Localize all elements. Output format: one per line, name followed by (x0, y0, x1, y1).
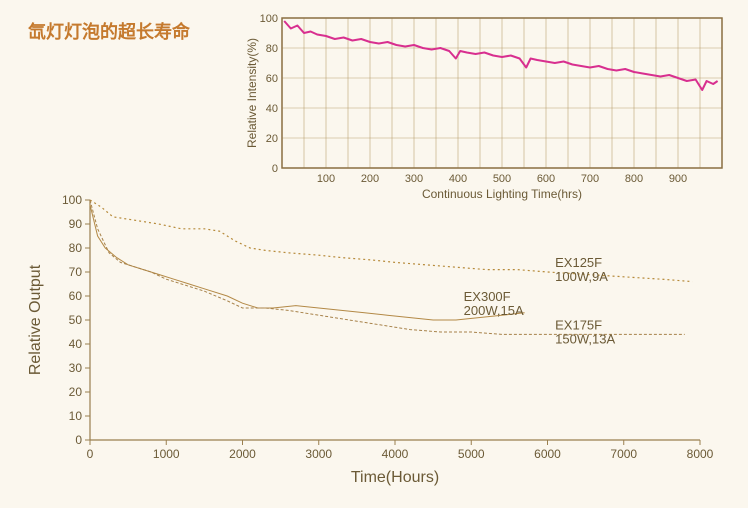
inset-x-tick: 900 (669, 173, 687, 185)
inset-y-tick: 40 (266, 103, 278, 115)
inset-x-tick: 500 (493, 173, 511, 185)
inset-y-tick: 0 (272, 163, 278, 175)
inset-y-tick: 60 (266, 73, 278, 85)
inset-x-tick: 400 (449, 173, 467, 185)
inset-x-tick: 300 (405, 173, 423, 185)
inset-y-tick: 20 (266, 133, 278, 145)
inset-x-tick: 700 (581, 173, 599, 185)
inset-x-tick: 100 (317, 173, 335, 185)
inset-y-tick: 80 (266, 43, 278, 55)
inset-chart: 0 20 40 60 80 100 100 200 300 400 500 600 700 800 900 C… (0, 0, 748, 508)
inset-y-label: Relative Intensity(%) (245, 38, 259, 148)
inset-y-tick: 100 (260, 13, 278, 25)
inset-x-tick: 200 (361, 173, 379, 185)
inset-x-tick: 600 (537, 173, 555, 185)
inset-x-label: Continuous Lighting Time(hrs) (422, 187, 582, 201)
inset-x-tick: 800 (625, 173, 643, 185)
